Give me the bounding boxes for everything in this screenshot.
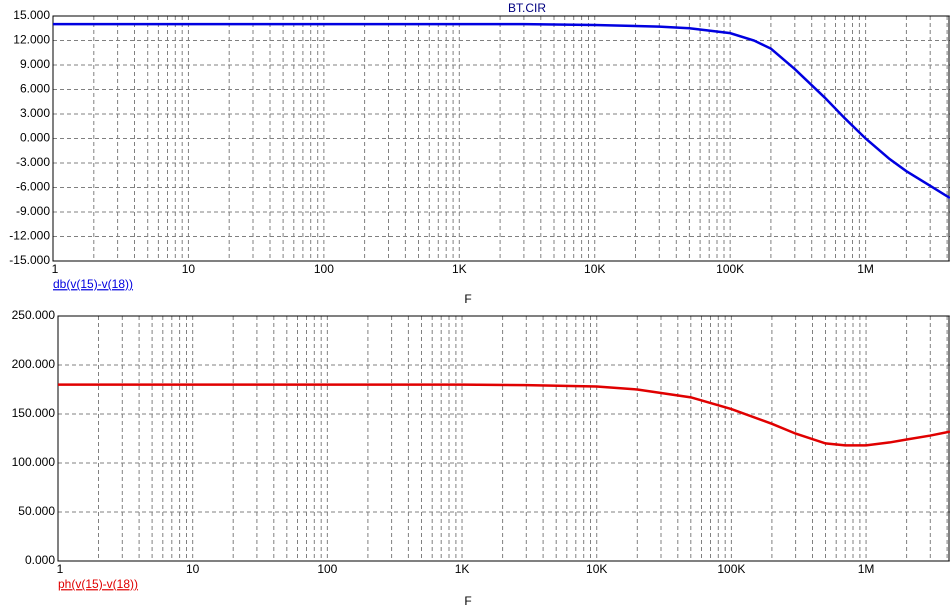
x-tick-label: 100K [716, 262, 744, 276]
series-line [58, 383, 950, 447]
x-tick-label: 100 [317, 562, 337, 576]
y-tick-label: -9.000 [16, 204, 50, 218]
y-tick-label: 0.000 [20, 131, 50, 145]
y-tick-label: -3.000 [16, 155, 50, 169]
y-tick-label: 15.000 [13, 8, 50, 22]
x-tick-label: 1M [858, 562, 875, 576]
x-tick-label: 100K [717, 562, 745, 576]
y-tick-label: 250.000 [12, 308, 56, 322]
series-line [53, 22, 950, 200]
chart-title: BT.CIR [508, 1, 546, 15]
minor-grid [98, 316, 948, 561]
y-tick-label: -6.000 [16, 180, 50, 194]
y-tick-label: -12.000 [9, 229, 50, 243]
x-tick-label: 10 [186, 562, 200, 576]
y-tick-label: -15.000 [9, 253, 50, 267]
y-tick-label: 50.000 [18, 504, 55, 518]
x-tick-label: 100 [314, 262, 334, 276]
y-tick-label: 12.000 [13, 33, 50, 47]
x-tick-label: 1 [52, 262, 59, 276]
x-tick-label: 10K [586, 562, 607, 576]
y-tick-label: 9.000 [20, 57, 50, 71]
x-tick-label: 1M [857, 262, 874, 276]
legend-label: ph(v(15)-v(18)) [58, 577, 138, 591]
y-tick-label: 200.000 [12, 357, 56, 371]
x-tick-label: 1K [455, 562, 470, 576]
y-tick-label: 100.000 [12, 455, 56, 469]
legend-label: db(v(15)-v(18)) [53, 277, 133, 291]
y-tick-label: 6.000 [20, 82, 50, 96]
x-tick-label: 1 [57, 562, 64, 576]
x-tick-label: 1K [452, 262, 467, 276]
x-axis-label: F [464, 594, 471, 608]
x-axis-label: F [464, 292, 471, 306]
y-tick-label: 150.000 [12, 406, 56, 420]
y-tick-label: 3.000 [20, 106, 50, 120]
plot-frame [52, 15, 950, 262]
y-tick-label: 0.000 [25, 553, 55, 567]
plot-frame [57, 315, 950, 562]
x-tick-label: 10K [584, 262, 605, 276]
x-tick-label: 10 [182, 262, 196, 276]
